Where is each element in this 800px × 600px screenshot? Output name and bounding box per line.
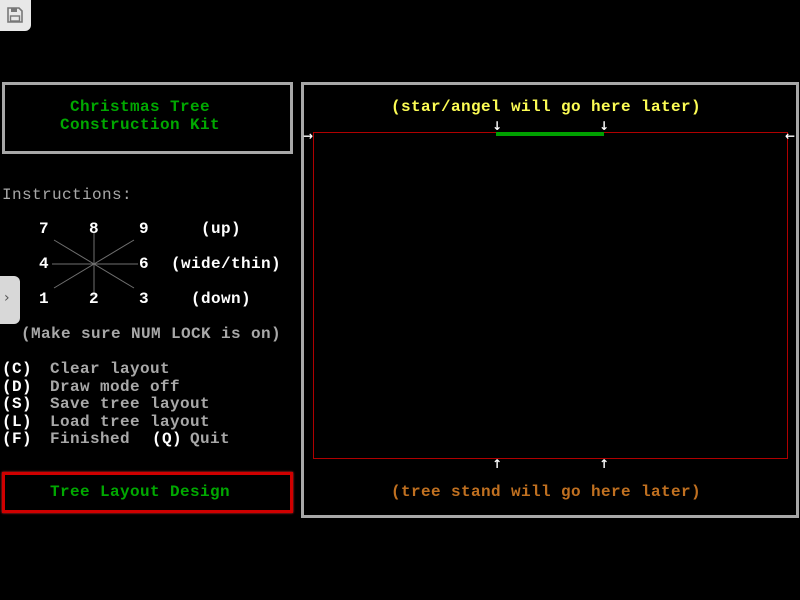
key-1: 1	[38, 290, 50, 308]
menu-key-finished: (F)	[2, 430, 33, 448]
menu-quit[interactable]: Quit	[190, 430, 231, 448]
wide-thin-label: (wide/thin)	[170, 255, 282, 273]
menu-key-quit: (Q)	[152, 430, 183, 448]
right-arrow-icon: →	[303, 129, 314, 143]
key-8: 8	[88, 220, 100, 238]
key-7: 7	[38, 220, 50, 238]
key-6: 6	[138, 255, 150, 273]
title-line-2: Construction Kit	[59, 116, 221, 134]
floppy-disk-icon	[7, 7, 23, 23]
down-label: (down)	[190, 290, 252, 308]
menu-key-draw: (D)	[2, 378, 33, 396]
keypad-direction-diagram	[52, 232, 138, 296]
menu-load-layout[interactable]: Load tree layout	[50, 413, 211, 431]
menu-save-layout[interactable]: Save tree layout	[50, 395, 211, 413]
menu-key-load: (L)	[2, 413, 33, 431]
title-line-1: Christmas Tree	[69, 98, 211, 116]
tree-layout-area[interactable]	[313, 132, 788, 459]
down-arrow-icon: ↓	[599, 119, 610, 133]
menu-finished[interactable]: Finished	[50, 430, 131, 448]
up-label: (up)	[200, 220, 242, 238]
key-3: 3	[138, 290, 150, 308]
menu-clear-layout[interactable]: Clear layout	[50, 360, 171, 378]
tree-top-segment	[496, 132, 604, 136]
mode-panel	[2, 472, 293, 513]
up-arrow-icon: ↑	[599, 457, 610, 471]
title-panel	[2, 82, 293, 154]
down-arrow-icon: ↓	[492, 119, 503, 133]
key-9: 9	[138, 220, 150, 238]
save-button[interactable]	[0, 0, 31, 31]
numlock-note: (Make sure NUM LOCK is on)	[20, 325, 282, 343]
instructions-heading: Instructions:	[2, 186, 133, 204]
chevron-right-icon: ›	[4, 290, 10, 306]
canvas-panel	[301, 82, 799, 518]
bottom-note: (tree stand will go here later)	[390, 483, 702, 501]
side-panel-toggle[interactable]: ›	[0, 276, 20, 324]
mode-label: Tree Layout Design	[49, 483, 231, 501]
up-arrow-icon: ↑	[492, 457, 503, 471]
menu-draw-mode[interactable]: Draw mode off	[50, 378, 181, 396]
menu-key-clear: (C)	[2, 360, 33, 378]
menu-key-save: (S)	[2, 395, 33, 413]
top-note: (star/angel will go here later)	[390, 98, 702, 116]
key-4: 4	[38, 255, 50, 273]
key-2: 2	[88, 290, 100, 308]
left-arrow-icon: ←	[785, 129, 796, 143]
